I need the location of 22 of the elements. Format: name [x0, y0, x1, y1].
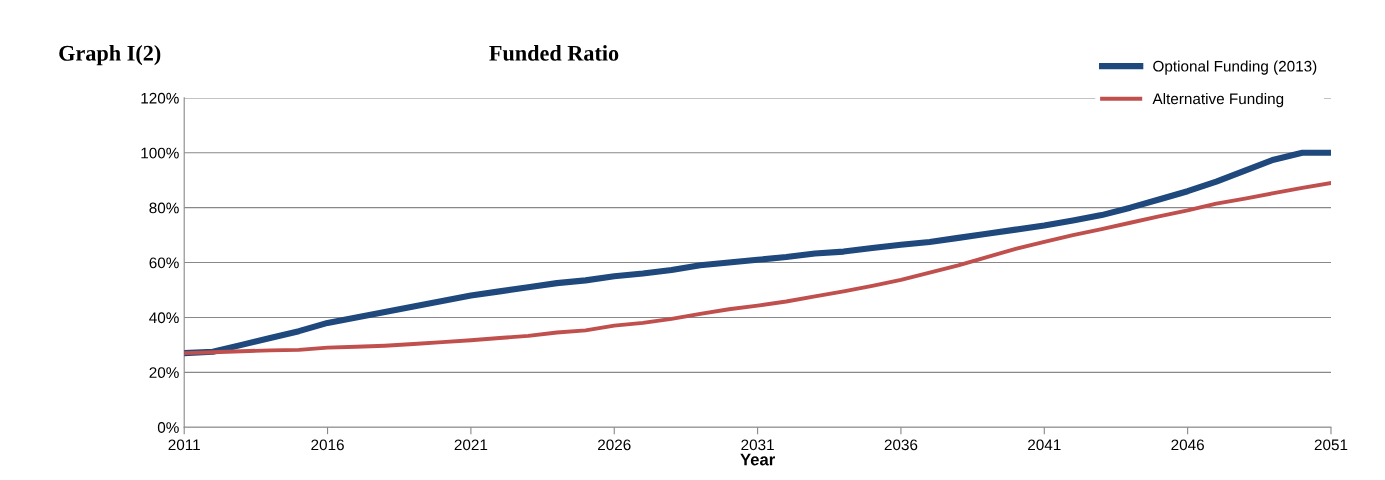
x-tick-label: 2021 [454, 439, 488, 451]
x-tick-label: 2051 [1314, 439, 1348, 451]
chart-title: Funded Ratio [489, 45, 619, 61]
y-tick-label: 0% [157, 422, 179, 433]
y-tick-label: 20% [149, 367, 179, 379]
legend-label: Optional Funding (2013) [1153, 60, 1317, 75]
y-tick-label: 120% [141, 92, 179, 104]
x-axis-title: Year [740, 453, 775, 466]
x-tick-label: 2031 [741, 439, 774, 451]
y-tick-label: 40% [149, 312, 179, 324]
x-tick-label: 2016 [311, 439, 344, 451]
legend-label: Alternative Funding [1152, 92, 1284, 108]
y-tick-label: 60% [149, 257, 179, 269]
y-tick-label: 80% [149, 202, 179, 214]
x-tick-label: 2041 [1028, 439, 1061, 451]
x-tick-label: 2036 [884, 439, 918, 451]
x-tick-label: 2026 [598, 439, 631, 451]
line-series [184, 181, 1331, 356]
x-tick-label: 2011 [168, 439, 200, 451]
text: Graph I(2) [59, 45, 161, 66]
y-tick-label: 100% [141, 147, 179, 159]
x-tick-label: 2046 [1171, 439, 1204, 451]
